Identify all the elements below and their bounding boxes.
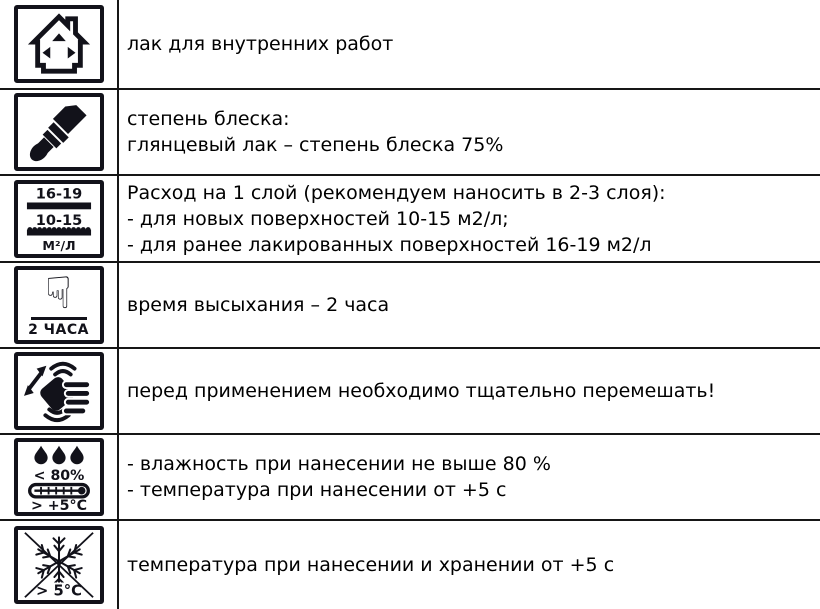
humidity-temperature-icon: < 80% > +5°С	[13, 438, 104, 516]
table-row: лак для внутренних работ	[0, 0, 820, 88]
gloss-brush-icon	[13, 93, 104, 171]
spec-text: Расход на 1 слой (рекомендуем наносить в…	[127, 181, 666, 204]
shake-before-use-icon	[13, 352, 104, 430]
coverage-unit: М²/Л	[42, 238, 75, 253]
spec-text: степень блеска:	[127, 108, 290, 130]
spec-text: перед применением необходимо тщательно п…	[127, 380, 716, 402]
coverage-icon: 16-19 10-15 М²/Л	[26, 185, 91, 253]
column-divider	[117, 0, 119, 609]
coverage-upper-value: 16-19	[35, 185, 82, 202]
humidity-icon: < 80% > +5°С	[27, 445, 90, 512]
house-icon	[27, 13, 90, 74]
frost-warning-icon: > 5°С	[13, 526, 104, 604]
table-row: ☟ 2 ЧАСА время высыхания – 2 часа	[0, 261, 820, 347]
drying-time-caption: 2 ЧАСА	[28, 322, 89, 338]
coverage-lower-value: 10-15	[35, 211, 82, 228]
table-row: < 80% > +5°С	[0, 433, 820, 519]
table-row: 16-19 10-15 М²/Л	[0, 174, 820, 261]
crossed-snowflake-icon: > 5°С	[23, 532, 94, 599]
table-row: степень блеска: глянцевый лак – степень …	[0, 88, 820, 174]
temperature-limit-label: > +5°С	[30, 498, 86, 512]
spec-text: лак для внутренних работ	[127, 33, 394, 55]
spec-text: время высыхания – 2 часа	[127, 294, 390, 316]
spec-text: - для новых поверхностей 10-15 м2/л;	[127, 207, 509, 230]
spec-text: - для ранее лакированных поверхностей 16…	[127, 233, 652, 256]
table-row: перед применением необходимо тщательно п…	[0, 347, 820, 433]
table-row: > 5°С температура при нанесении и хранен…	[0, 519, 820, 609]
spec-text: - влажность при нанесении не выше 80 %	[127, 453, 551, 475]
surface-line	[30, 317, 87, 320]
frost-limit-label: > 5°С	[36, 582, 82, 599]
pointing-hand-down-icon: ☟	[45, 268, 72, 319]
paintbrush-icon	[29, 105, 87, 162]
drying-time-icon: ☟ 2 ЧАСА	[13, 266, 104, 344]
coverage-rate-icon: 16-19 10-15 М²/Л	[13, 179, 104, 258]
spec-text: глянцевый лак – степень блеска 75%	[127, 134, 504, 156]
interior-use-icon	[13, 5, 104, 83]
spec-text: температура при нанесении и хранении от …	[127, 554, 615, 576]
shake-container-icon	[23, 361, 91, 423]
humidity-limit-label: < 80%	[33, 468, 84, 484]
spec-text: - температура при нанесении от +5 с	[127, 479, 507, 501]
